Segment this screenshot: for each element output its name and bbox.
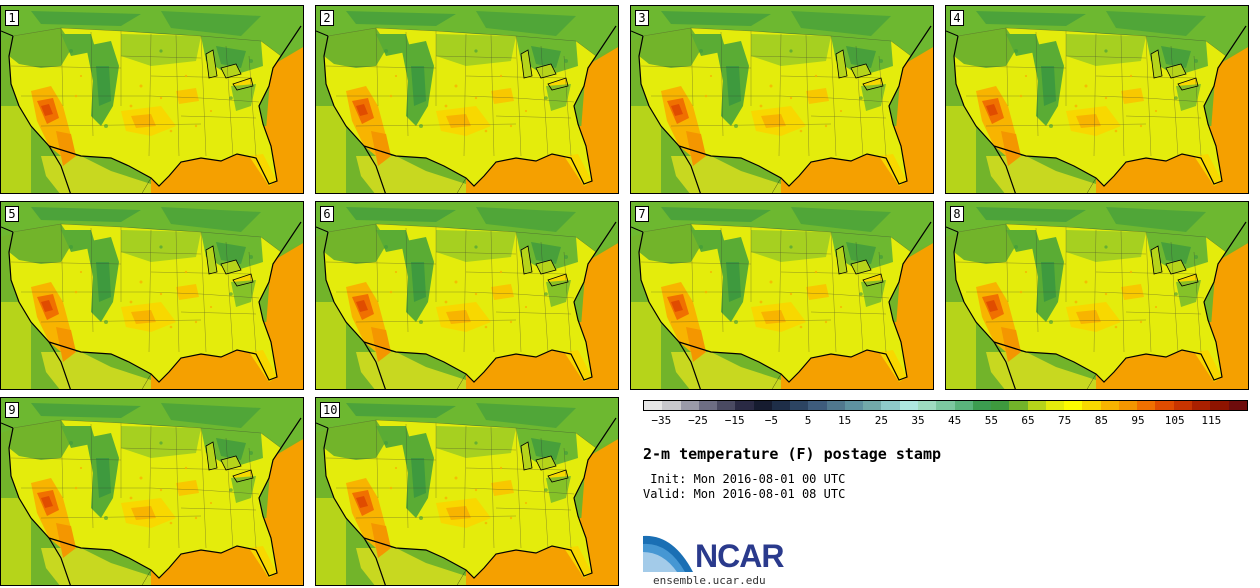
colorbar-tick: 105 [1164, 414, 1185, 427]
colorbar-tick: 85 [1094, 414, 1108, 427]
member-label: 6 [320, 206, 334, 222]
member-label: 9 [5, 402, 19, 418]
colorbar-tick: 35 [911, 414, 925, 427]
colorbar-bin [1191, 401, 1211, 410]
colorbar-bin [1100, 401, 1119, 410]
colorbar-bin [1009, 401, 1028, 410]
postage-stamp-map[interactable]: 4 [945, 5, 1249, 194]
postage-stamp-map[interactable]: 5 [0, 201, 304, 390]
colorbar-bin [917, 401, 937, 410]
colorbar-bin [1210, 401, 1229, 410]
colorbar-tick: 115 [1201, 414, 1222, 427]
colorbar-bin [826, 401, 845, 410]
colorbar-bin [771, 401, 791, 410]
colorbar-bin [1228, 401, 1247, 410]
colorbar-tick-labels: −35 −25 −15 −5 5 15 25 35 45 55 65 75 85 95 105 115 [643, 414, 1248, 428]
temperature-map [1, 398, 304, 586]
colorbar-bin [662, 401, 681, 410]
colorbar-bin [753, 401, 772, 410]
colorbar-bin [863, 401, 882, 410]
plot-title: 2-m temperature (F) postage stamp [643, 445, 942, 463]
colorbar-bin [735, 401, 754, 410]
member-label: 1 [5, 10, 19, 26]
temperature-map [946, 202, 1249, 390]
postage-stamp-map[interactable]: 10 [315, 397, 619, 586]
member-label: 10 [320, 402, 341, 418]
colorbar-bin [954, 401, 973, 410]
colorbar-bin [1082, 401, 1101, 410]
temperature-map [316, 6, 619, 194]
colorbar-bin [991, 401, 1010, 410]
postage-stamp-map[interactable]: 7 [630, 201, 934, 390]
temperature-map [631, 202, 934, 390]
colorbar-bin [1045, 401, 1065, 410]
postage-stamp-map[interactable]: 3 [630, 5, 934, 194]
colorbar-bin [972, 401, 992, 410]
member-label: 8 [950, 206, 964, 222]
temperature-map [316, 202, 619, 390]
colorbar-bin [808, 401, 827, 410]
postage-stamp-map[interactable]: 1 [0, 5, 304, 194]
ensemble-url-link[interactable]: ensemble.ucar.edu [653, 574, 766, 587]
init-time: Init: Mon 2016-08-01 00 UTC [643, 472, 846, 486]
colorbar-bin [899, 401, 918, 410]
temperature-map [1, 6, 304, 194]
colorbar-tick: −25 [688, 414, 708, 427]
colorbar-tick: 55 [984, 414, 998, 427]
colorbar-bin [844, 401, 864, 410]
colorbar-bin [1118, 401, 1138, 410]
valid-time: Valid: Mon 2016-08-01 08 UTC [643, 487, 846, 501]
colorbar-bin [698, 401, 718, 410]
colorbar-bin [936, 401, 955, 410]
colorbar-tick: −35 [651, 414, 672, 427]
temperature-colorbar [643, 400, 1248, 411]
colorbar-bin [1155, 401, 1174, 410]
ncar-logo-text: NCAR [695, 538, 784, 574]
colorbar-bin [1173, 401, 1192, 410]
member-label: 7 [635, 206, 649, 222]
postage-stamp-map[interactable]: 8 [945, 201, 1249, 390]
colorbar-bin [790, 401, 809, 410]
member-label: 5 [5, 206, 19, 222]
member-label: 4 [950, 10, 964, 26]
colorbar-tick: −5 [764, 414, 778, 427]
colorbar-bin [1064, 401, 1083, 410]
colorbar-bin [1137, 401, 1156, 410]
ncar-logo-icon[interactable] [643, 532, 793, 577]
temperature-map [631, 6, 934, 194]
member-label: 2 [320, 10, 334, 26]
temperature-map [1, 202, 304, 390]
colorbar-tick: 5 [804, 414, 812, 427]
colorbar-bin [717, 401, 736, 410]
colorbar-tick: 45 [948, 414, 962, 427]
colorbar-bin [881, 401, 900, 410]
colorbar-bin [1027, 401, 1046, 410]
colorbar-tick: 95 [1131, 414, 1145, 427]
colorbar-bin [680, 401, 699, 410]
postage-stamp-map[interactable]: 6 [315, 201, 619, 390]
temperature-map [316, 398, 619, 586]
colorbar-tick: 75 [1058, 414, 1072, 427]
colorbar-bin [644, 401, 663, 410]
colorbar-tick: 25 [874, 414, 888, 427]
postage-stamp-map[interactable]: 9 [0, 397, 304, 586]
temperature-map [946, 6, 1249, 194]
colorbar-tick: −15 [724, 414, 745, 427]
member-label: 3 [635, 10, 649, 26]
postage-stamp-map[interactable]: 2 [315, 5, 619, 194]
colorbar-tick: 65 [1021, 414, 1035, 427]
colorbar-tick: 15 [838, 414, 852, 427]
